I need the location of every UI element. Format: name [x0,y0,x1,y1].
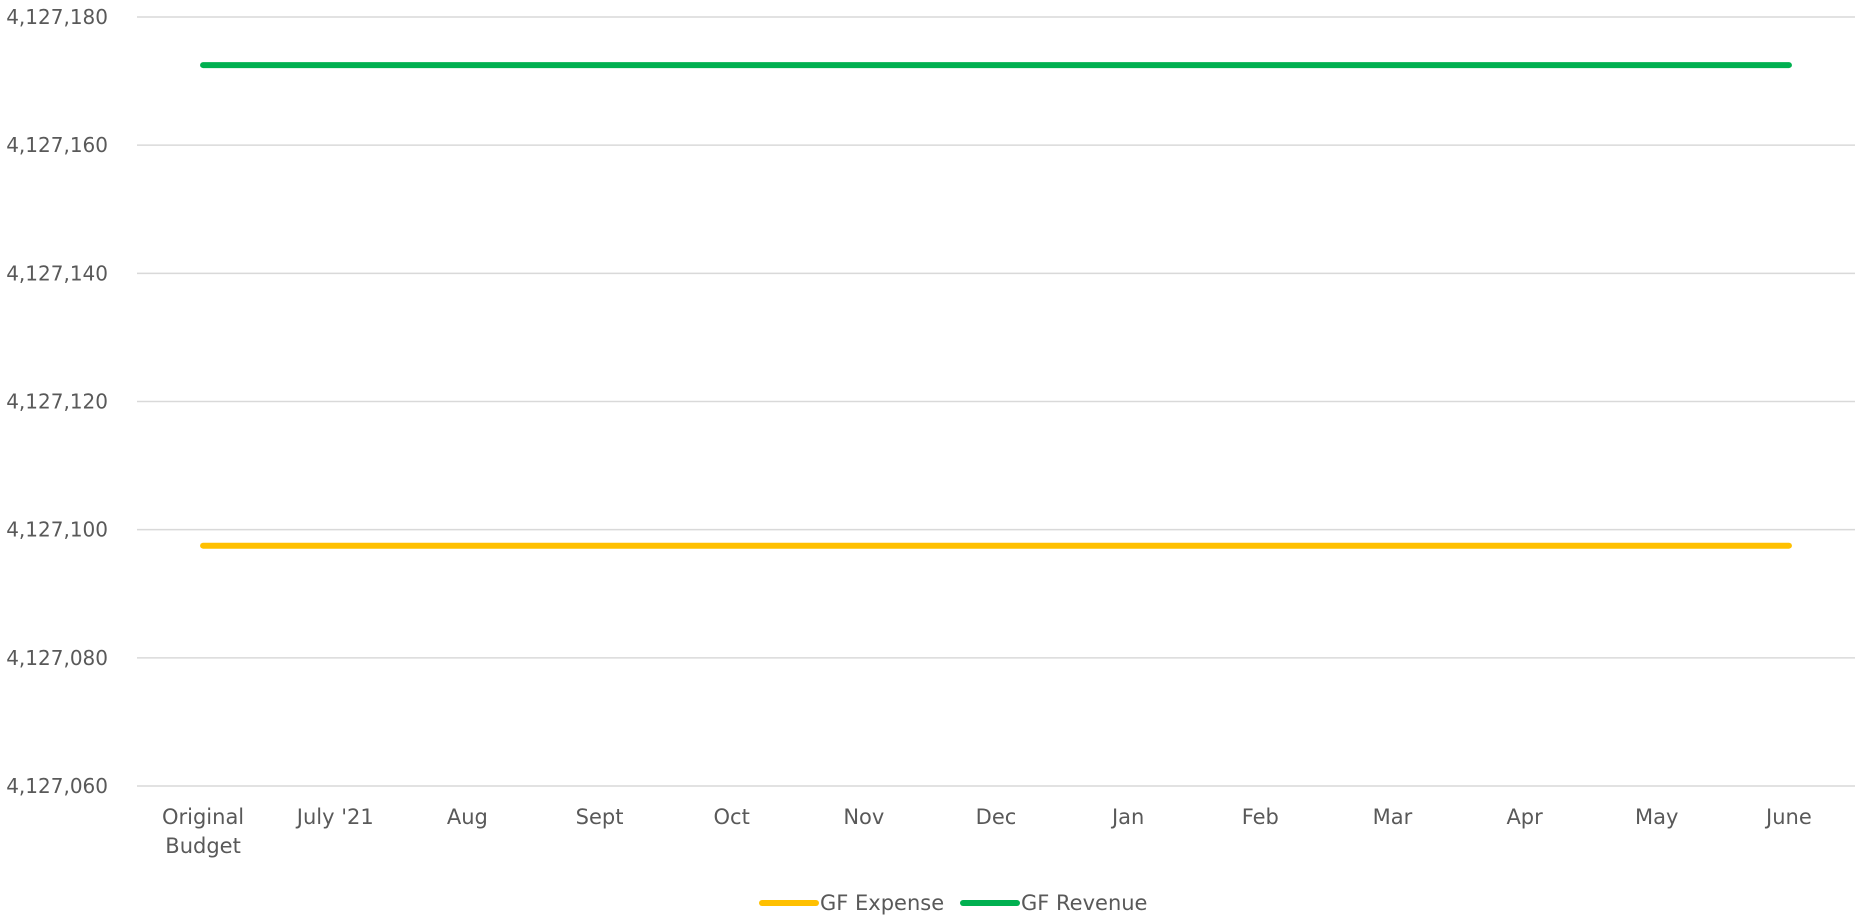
gridlines [137,16,1855,787]
series-lines [200,62,1792,549]
x-tick-label: Jan [1110,805,1144,829]
x-tick-label: May [1635,805,1678,829]
x-tick-label: Nov [843,805,884,829]
y-tick-label: 4,127,100 [6,518,108,542]
x-axis-tick-labels: Original Budget July '21 Aug Sept Oct Nov Dec Ja… [162,805,1812,858]
x-tick-label: Original Budget [162,805,244,858]
legend-label-gf-expense: GF Expense [820,891,944,915]
y-tick-label: 4,127,160 [6,133,108,157]
y-tick-label: 4,127,140 [6,261,108,285]
x-tick-label: Mar [1373,805,1413,829]
y-tick-label: 4,127,120 [6,390,108,414]
y-tick-label: 4,127,060 [6,774,108,798]
x-tick-label: June [1764,805,1812,829]
y-tick-label: 4,127,180 [6,5,108,29]
legend-label-gf-revenue: GF Revenue [1021,891,1147,915]
x-tick-label: Feb [1242,805,1279,829]
x-tick-label: Oct [714,805,750,829]
y-axis-tick-labels: 4,127,060 4,127,080 4,127,100 4,127,120 4,12… [6,5,108,798]
x-tick-label: Apr [1506,805,1543,829]
x-tick-label: Aug [447,805,488,829]
x-tick-label: Sept [576,805,624,829]
x-tick-label: Dec [976,805,1017,829]
x-tick-label: July '21 [295,805,374,829]
y-tick-label: 4,127,080 [6,646,108,670]
legend: GF Expense GF Revenue [759,891,1147,915]
